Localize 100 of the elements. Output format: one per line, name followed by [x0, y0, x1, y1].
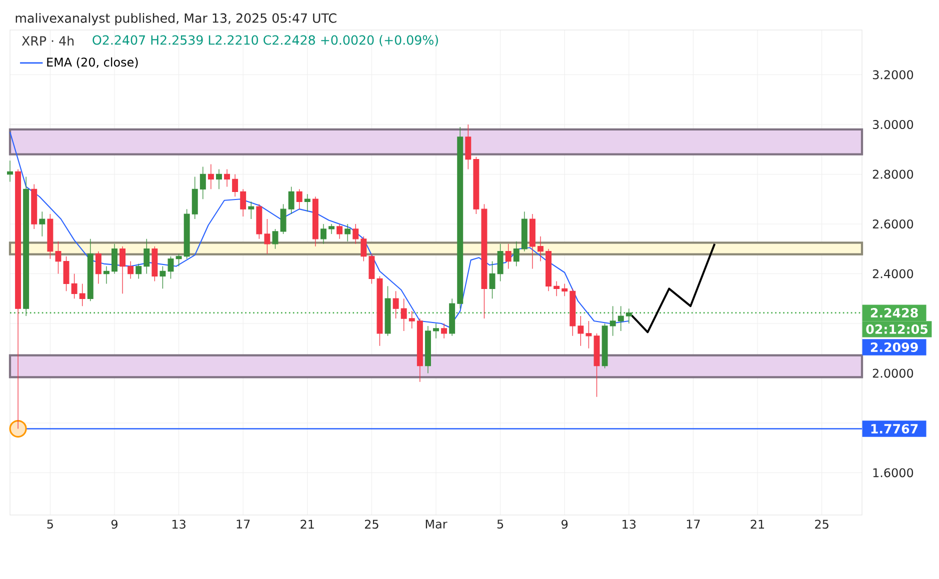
x-tick-label: 13 — [622, 520, 636, 529]
x-tick-label: 5 — [497, 520, 504, 529]
candlestick — [296, 188, 302, 210]
y-tick-label: 3.0000 — [872, 120, 914, 130]
candlestick — [208, 164, 214, 190]
candlestick — [144, 238, 150, 274]
x-tick-label: 17 — [686, 520, 700, 528]
candlestick — [232, 174, 238, 197]
candlestick — [505, 244, 512, 270]
candlestick — [136, 263, 142, 280]
candlestick — [352, 224, 359, 244]
text: malivexanalyst published, Mar 13, 2025 05:47 UTC — [16, 13, 336, 26]
candlestick — [288, 186, 294, 214]
y-tick-label: 3.2000 — [872, 70, 914, 80]
candlestick — [336, 224, 343, 240]
candlestick — [216, 168, 222, 190]
y-tick-label: 2.8000 — [872, 170, 914, 179]
x-tick-label: 21 — [300, 520, 314, 529]
candlestick — [441, 323, 448, 339]
text: 02:12:05 — [866, 324, 928, 334]
candlestick — [47, 214, 54, 260]
candlestick — [594, 333, 600, 398]
candlestick — [31, 184, 38, 230]
candlestick — [554, 280, 560, 296]
candlestick — [103, 266, 110, 284]
candlestick — [87, 238, 94, 302]
candlestick — [328, 224, 334, 234]
x-tick-label: 25 — [815, 520, 828, 529]
candlestick — [360, 236, 367, 262]
candlestick — [602, 323, 608, 369]
candlestick — [256, 204, 262, 240]
candlestick — [618, 306, 624, 332]
y-tick-label: 2.4000 — [872, 269, 914, 278]
candlestick — [457, 126, 464, 309]
candlestick — [152, 246, 158, 282]
ref-line-label: 1.7767 — [871, 424, 918, 434]
x-tick-label: 17 — [236, 520, 250, 528]
x-tick-label: 9 — [111, 520, 118, 529]
x-tick-label: Mar — [426, 520, 448, 529]
candlestick — [529, 214, 536, 270]
candlestick — [248, 201, 254, 220]
candlestick — [128, 260, 134, 280]
y-tick-label: 2.0000 — [872, 368, 914, 378]
candlestick — [55, 241, 62, 274]
candlestick — [433, 323, 439, 339]
candlestick — [368, 254, 375, 284]
candlestick — [449, 298, 456, 336]
candlestick — [7, 160, 13, 182]
line-series — [630, 242, 716, 334]
text: 2.2099 — [870, 342, 918, 352]
candlestick — [562, 283, 568, 296]
x-tick-label: 9 — [562, 520, 568, 529]
candlestick — [184, 208, 190, 260]
candlestick — [120, 246, 126, 294]
candlestick — [610, 306, 616, 336]
candlestick — [538, 236, 544, 262]
y-tick-label: 2.6000 — [872, 219, 914, 229]
candlestick — [521, 211, 528, 252]
candlestick — [400, 298, 407, 332]
x-tick-label: 25 — [364, 520, 378, 529]
candlestick — [312, 196, 318, 247]
candlestick — [320, 224, 326, 244]
line-series — [9, 131, 630, 328]
candlestick — [112, 244, 118, 274]
candlestick — [465, 124, 472, 170]
candlestick — [546, 248, 552, 292]
candlestick — [71, 273, 78, 299]
candlestick — [481, 204, 488, 319]
candlestick — [79, 283, 86, 306]
ref-line-label: 2.2428 — [870, 308, 918, 318]
candlestick — [424, 326, 431, 374]
candlestick — [344, 224, 351, 242]
candlestick — [176, 254, 182, 267]
candlestick — [513, 241, 520, 267]
candlestick — [586, 320, 592, 349]
candlestick — [578, 316, 584, 346]
x-tick-label: 5 — [47, 520, 53, 529]
candlestick — [224, 168, 230, 188]
candlestick — [489, 260, 496, 299]
candlestick — [280, 204, 286, 234]
candlestick — [416, 318, 423, 382]
candlestick — [304, 194, 310, 212]
candlestick — [408, 310, 415, 329]
candlestick — [95, 251, 102, 284]
chart-subtitle: O2.2407 H2.2539 L2.2210 C2.2428 +0.0020 (+0.09%) — [92, 35, 438, 46]
candlestick — [264, 218, 270, 254]
candlestick — [23, 176, 30, 316]
candlestick — [192, 176, 198, 220]
legend-label: EMA (20, close) — [47, 57, 138, 68]
chart-title: XRP · 4h — [22, 36, 74, 46]
candlestick — [39, 211, 46, 237]
candlestick — [473, 156, 480, 214]
y-tick-label: 1.6000 — [873, 468, 914, 478]
x-tick-label: 13 — [172, 520, 186, 529]
candlestick — [626, 308, 632, 324]
candlestick — [392, 290, 399, 319]
candlestick — [384, 286, 391, 336]
candlestick — [497, 244, 504, 282]
candlestick — [570, 288, 576, 336]
candlestick — [160, 266, 166, 289]
